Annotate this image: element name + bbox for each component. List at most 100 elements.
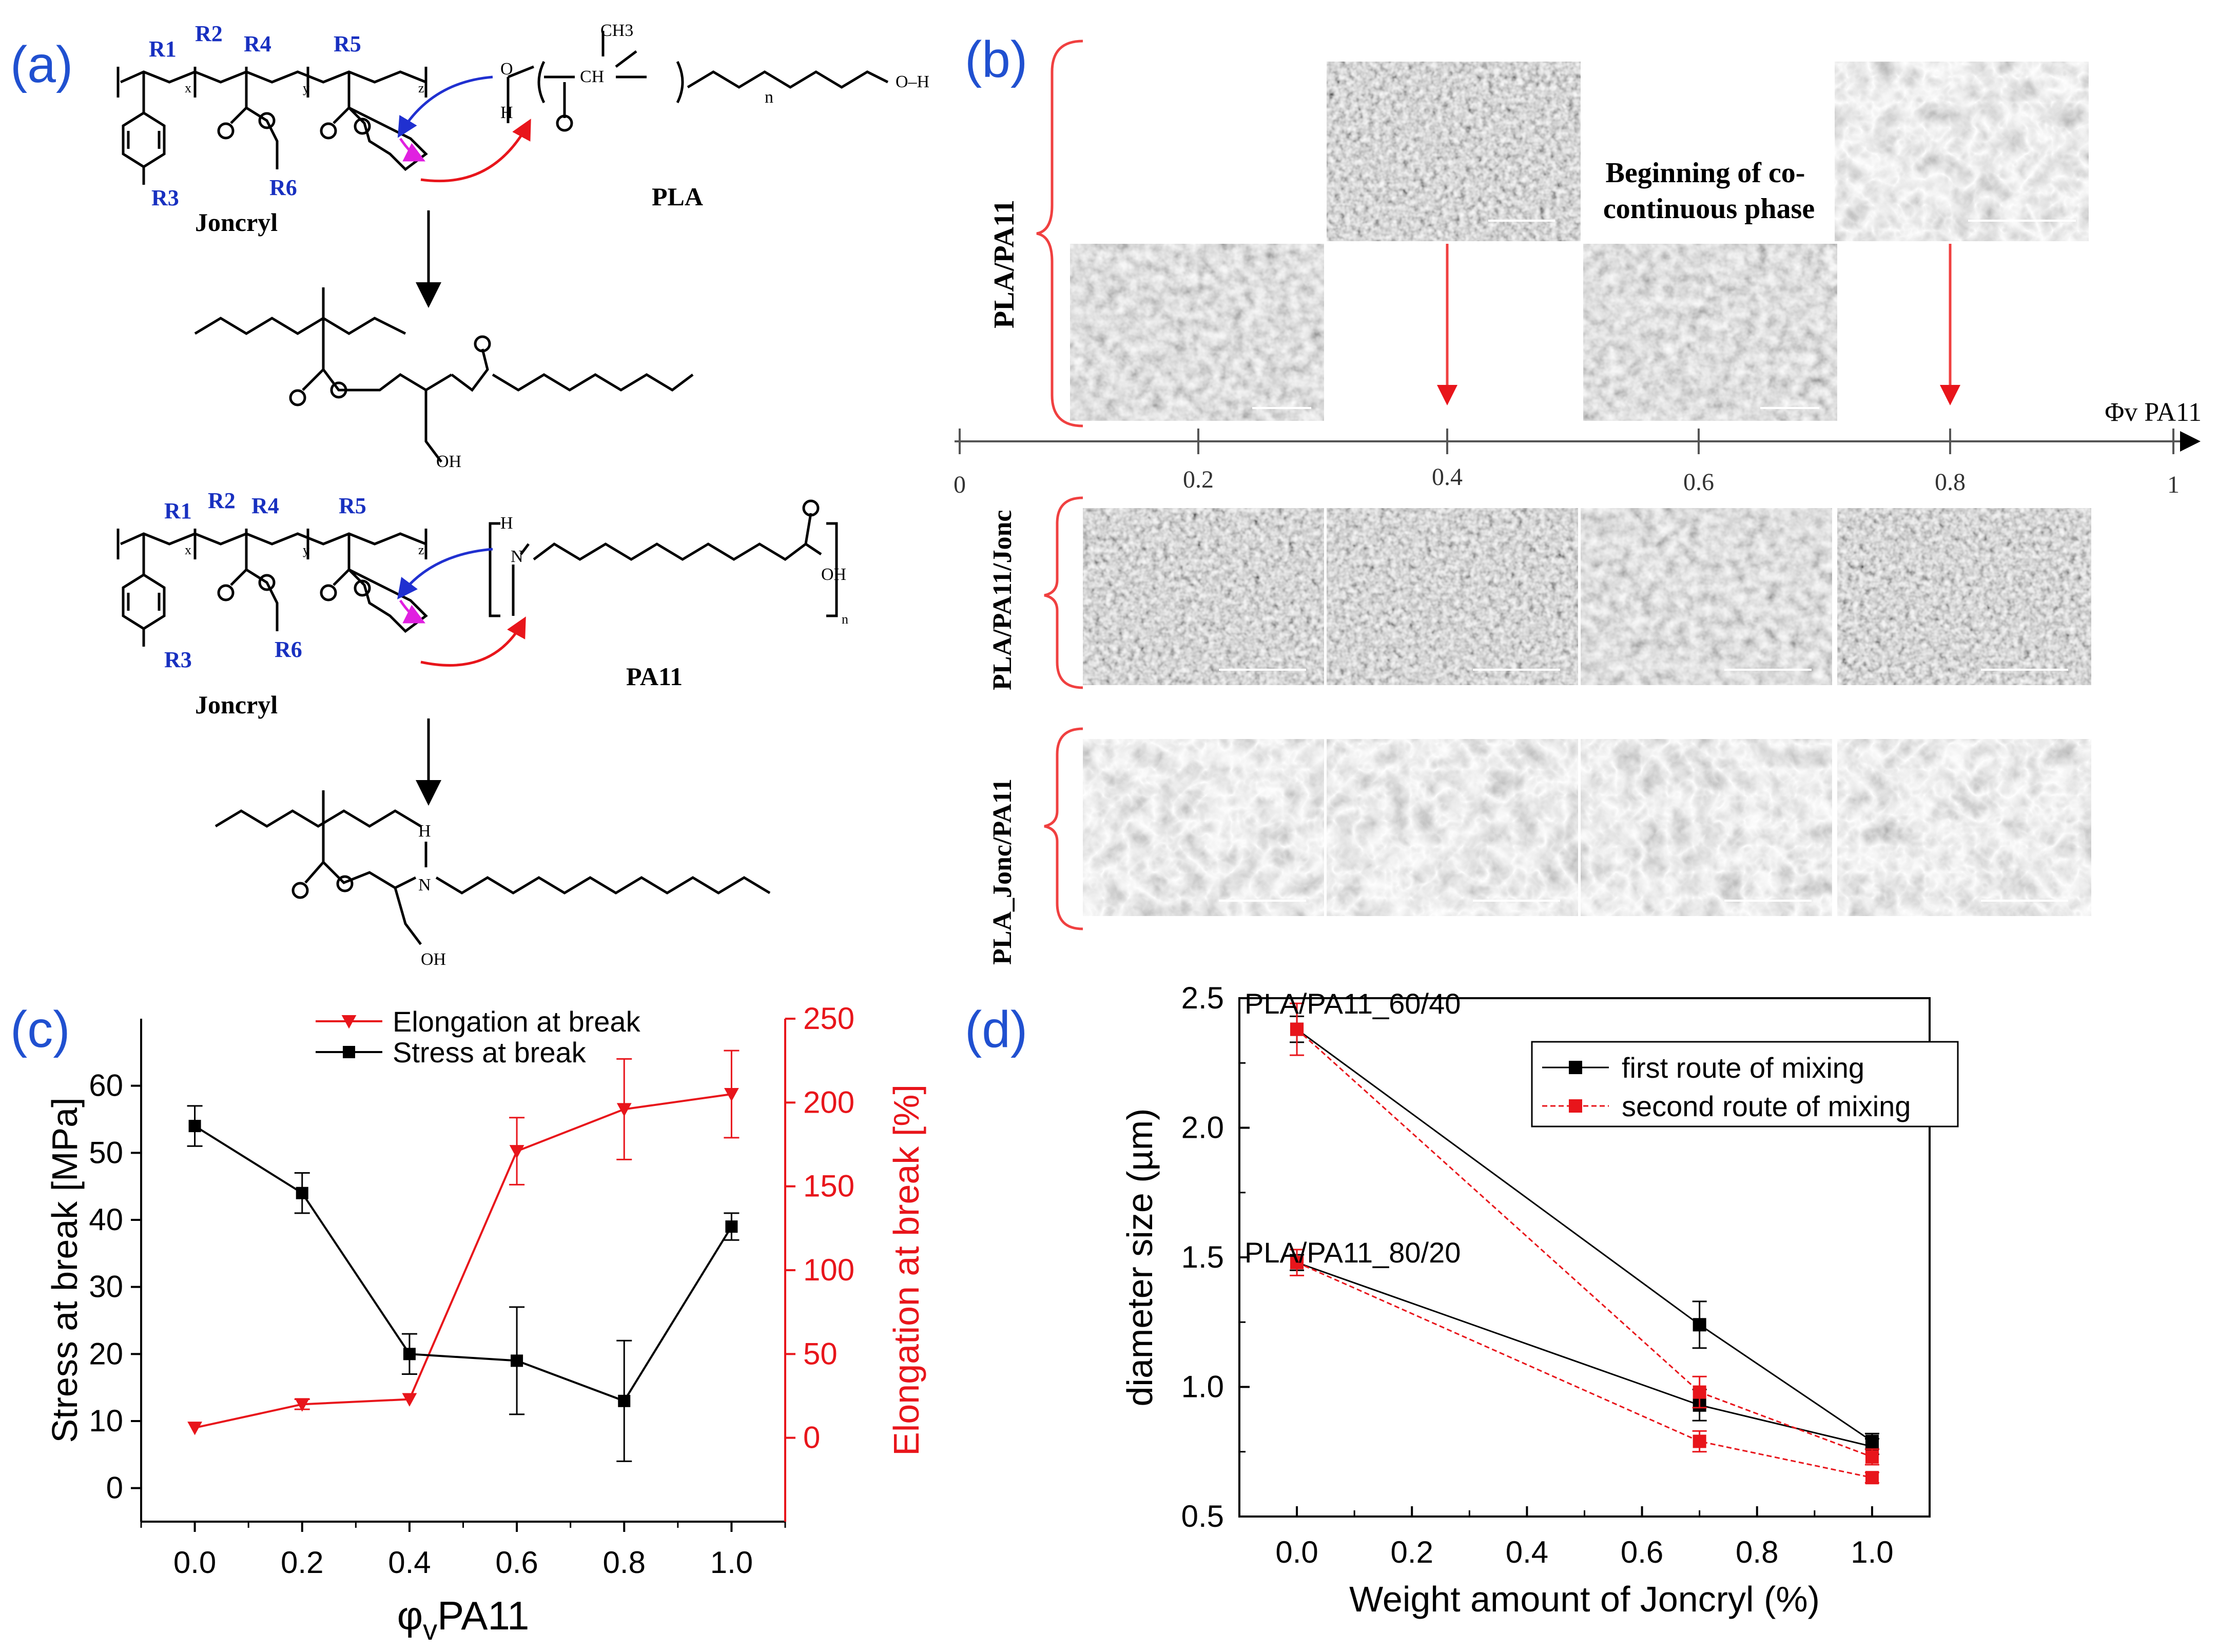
c-y2tick-label: 200 xyxy=(803,1085,854,1119)
panel-d-diameter-chart: (d) 0.0 0.2 0.4 0.6 0.8 1.0 0.5 1.0 1.5 2.0 2.5 dia… xyxy=(965,981,1959,1619)
d-point-2 xyxy=(1290,1022,1304,1036)
bracket-row3 xyxy=(1044,727,1083,930)
panel-d-label: (d) xyxy=(965,1001,1027,1058)
a-top-ch3: CH3 xyxy=(600,21,633,40)
a-bot-r3: R3 xyxy=(164,647,192,672)
bracket-row1 xyxy=(1036,40,1083,427)
a-bot-x: x xyxy=(185,542,191,557)
sem-image-r1-3 xyxy=(1583,244,1837,421)
c-point-0 xyxy=(724,1088,739,1102)
c-ytick-label: 30 xyxy=(89,1270,123,1304)
d-point-3 xyxy=(1865,1471,1879,1485)
d-point-3 xyxy=(1693,1434,1706,1448)
a-top-blue-arrow xyxy=(397,75,493,138)
a-top-y: y xyxy=(303,81,309,95)
a-top-magenta-arrow xyxy=(399,138,425,162)
d-legend-box xyxy=(1531,1041,1959,1128)
sem-row-pla-pa11-jonc: PLA/PA11/Jonc xyxy=(988,496,2091,690)
d-xtick-label: 0.8 xyxy=(1736,1535,1778,1569)
c-xlabel: φvPA11 xyxy=(397,1593,530,1646)
c-ylabel: Stress at break [MPa] xyxy=(45,1097,85,1443)
c-y2tick-label: 250 xyxy=(803,1001,854,1036)
c-ytick-label: 10 xyxy=(89,1404,123,1438)
c-xlabel-sub: v xyxy=(423,1614,437,1646)
a-top-oh-final: O–H xyxy=(896,72,929,91)
annotation-line2: continuous phase xyxy=(1603,193,1815,225)
a-bot-product xyxy=(215,790,771,945)
c-ytick-label: 60 xyxy=(89,1068,123,1103)
row2-label: PLA/PA11/Jonc xyxy=(988,510,1017,690)
c-point-1 xyxy=(511,1354,523,1367)
a-top-r4: R4 xyxy=(244,31,271,56)
d-ylabel: diameter size (µm) xyxy=(1120,1109,1160,1407)
a-bot-z: z xyxy=(418,542,424,557)
a-top-x: x xyxy=(185,81,191,95)
c-xtick-label: 0.2 xyxy=(281,1545,323,1580)
d-legend-label-0: first route of mixing xyxy=(1622,1052,1864,1084)
co-continuous-annotation: Beginning of co- continuous phase xyxy=(1603,157,1815,225)
d-xtick-label: 1.0 xyxy=(1851,1535,1893,1569)
c-y2tick-label: 150 xyxy=(803,1169,854,1203)
sem-row-pla-pa11: PLA/PA11 Beginning of co- continuous pha… xyxy=(988,40,2089,427)
d-xlabel: Weight amount of Joncryl (%) xyxy=(1349,1579,1820,1619)
phi-tick-08: 0.8 xyxy=(1935,469,1966,496)
d-xtick-label: 0.4 xyxy=(1506,1535,1548,1569)
a-top-product xyxy=(194,287,694,463)
c-point-0 xyxy=(616,1103,632,1117)
c-point-0 xyxy=(187,1422,202,1435)
panel-d-plot-area: 0.0 0.2 0.4 0.6 0.8 1.0 0.5 1.0 1.5 2.0 2.5 diamete… xyxy=(1120,981,1959,1619)
a-bot-r5: R5 xyxy=(339,493,366,518)
d-xtick-label: 0.2 xyxy=(1391,1535,1433,1569)
c-series-line-1 xyxy=(194,1125,733,1403)
sem-image-r3-4 xyxy=(1837,739,2091,916)
phi-axis xyxy=(955,429,2201,454)
a-bot-red-arrow xyxy=(420,616,526,667)
panel-a-reaction-scheme: (a) R1 R2 R4 R5 R3 xyxy=(10,21,929,969)
a-bot-product-h: H xyxy=(418,822,431,841)
a-bot-r6: R6 xyxy=(275,637,302,662)
a-top-red-arrow xyxy=(420,119,531,183)
c-xtick-label: 0.6 xyxy=(495,1545,538,1580)
d-point-3 xyxy=(1290,1256,1304,1270)
c-xtick-label: 0.0 xyxy=(173,1545,216,1580)
sem-image-r2-1 xyxy=(1083,508,1324,685)
c-y2tick-label: 50 xyxy=(803,1336,838,1371)
a-top-r3: R3 xyxy=(151,185,179,210)
d-point-0 xyxy=(1693,1318,1706,1332)
sem-image-r1-2 xyxy=(1327,62,1581,241)
d-point-2 xyxy=(1865,1450,1879,1464)
c-point-1 xyxy=(725,1220,738,1233)
c-point-1 xyxy=(296,1187,308,1199)
a-top-product-oh: OH xyxy=(436,452,461,471)
phi-tick-0: 0 xyxy=(954,471,966,498)
d-legend-marker-1 xyxy=(1569,1099,1582,1113)
panel-a-label: (a) xyxy=(10,36,73,93)
c-series-line-0 xyxy=(195,1093,732,1429)
a-bot-magenta-arrow xyxy=(399,599,425,624)
c-xtick-label: 0.4 xyxy=(388,1545,431,1580)
panel-c-label: (c) xyxy=(10,1001,70,1058)
phi-axis-label: Φv PA11 xyxy=(2105,398,2202,427)
c-point-1 xyxy=(403,1348,416,1361)
c-point-1 xyxy=(618,1394,631,1407)
d-legend-marker-0 xyxy=(1569,1061,1582,1074)
a-top-ch: CH xyxy=(580,67,604,86)
phi-tick-06: 0.6 xyxy=(1683,469,1714,496)
d-xtick-label: 0.6 xyxy=(1621,1535,1663,1569)
c-xlabel-phi: φ xyxy=(397,1593,423,1638)
c-y2tick-label: 100 xyxy=(803,1253,854,1287)
a-bot-h: H xyxy=(500,514,513,533)
c-point-0 xyxy=(509,1145,524,1159)
d-ytick-label: 0.5 xyxy=(1181,1499,1224,1533)
a-top-n: n xyxy=(765,88,773,107)
sem-image-r2-2 xyxy=(1327,508,1578,685)
c-legend-marker-1 xyxy=(343,1046,355,1058)
panel-c-tensile-chart: (c) 0.0 0.2 0.4 0.6 0.8 1.0 0 10 20 30 40 50 60 0 50 10… xyxy=(10,1001,926,1646)
d-legend-label-1: second route of mixing xyxy=(1622,1090,1911,1122)
phi-tick-1: 1 xyxy=(2167,471,2180,498)
c-point-1 xyxy=(188,1120,201,1133)
phi-tick-02: 0.2 xyxy=(1183,466,1214,493)
a-bot-r1: R1 xyxy=(164,498,192,523)
sem-image-r3-3 xyxy=(1581,739,1832,916)
c-xtick-label: 1.0 xyxy=(710,1545,753,1580)
